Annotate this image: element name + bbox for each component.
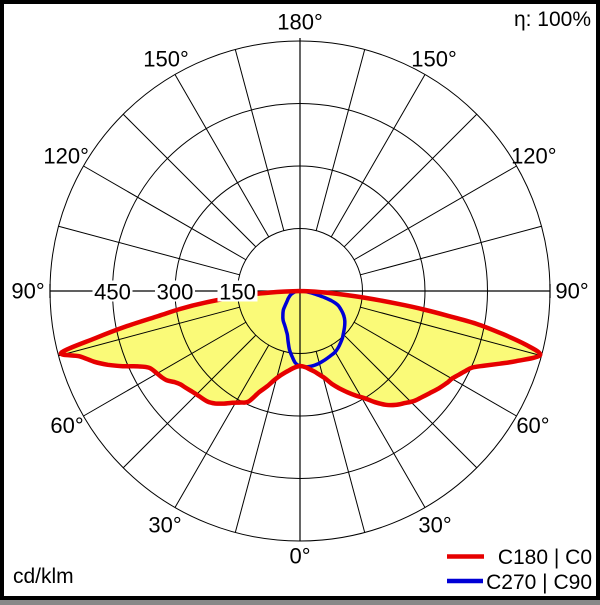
angle-label: 150° <box>411 46 457 71</box>
ring-label-bg <box>217 280 258 302</box>
grid-spoke <box>122 113 257 248</box>
grid-spoke <box>360 306 542 357</box>
ring-label-bg <box>154 280 195 302</box>
grid-spoke <box>122 334 257 469</box>
grid-spoke <box>353 165 517 261</box>
angle-label: 60° <box>50 413 83 438</box>
angle-label: 150° <box>143 46 189 71</box>
angle-label: 60° <box>516 413 549 438</box>
polar-chart-generated: 450 300 150 180° 150° 150° 120° 120° 90° 90° 60° 60… <box>11 10 588 569</box>
angle-label: 120° <box>43 144 89 169</box>
grid-spoke <box>174 344 270 508</box>
grid-spoke <box>315 49 366 231</box>
angle-label: 90° <box>555 279 588 304</box>
curve-c270-c90 <box>281 289 347 369</box>
angle-label: 90° <box>11 279 44 304</box>
grid-spoke <box>83 165 247 261</box>
grid-spoke <box>234 49 285 231</box>
ring-label-bg <box>92 280 133 302</box>
grid-spoke <box>83 321 247 417</box>
grid-spoke <box>353 321 517 417</box>
angle-label: 180° <box>277 10 323 35</box>
angle-label: 120° <box>511 144 557 169</box>
angle-label: 30° <box>418 512 451 537</box>
grid-spoke <box>315 351 366 533</box>
ring-label: 150 <box>219 280 256 305</box>
ring-label: 300 <box>157 280 194 305</box>
legend-label-c270-c90: C270 | C90 <box>486 571 592 594</box>
ring-label: 450 <box>94 280 131 305</box>
grid-spoke <box>343 113 478 248</box>
unit-label: cd/klm <box>13 565 74 588</box>
efficiency-label: η: 100% <box>514 8 591 31</box>
grid-spoke <box>330 344 426 508</box>
legend: C180 | C0 C270 | C90 <box>447 546 592 594</box>
angle-label: 30° <box>148 512 181 537</box>
curve-c180-c0 <box>58 288 543 408</box>
grid-spoke <box>330 74 426 238</box>
grid-spoke <box>58 225 240 276</box>
grid-spoke <box>58 306 240 357</box>
angle-label: 0° <box>289 544 310 569</box>
grid-spoke <box>174 74 270 238</box>
legend-label-c180-c0: C180 | C0 <box>498 546 592 569</box>
grid-spoke <box>360 225 542 276</box>
